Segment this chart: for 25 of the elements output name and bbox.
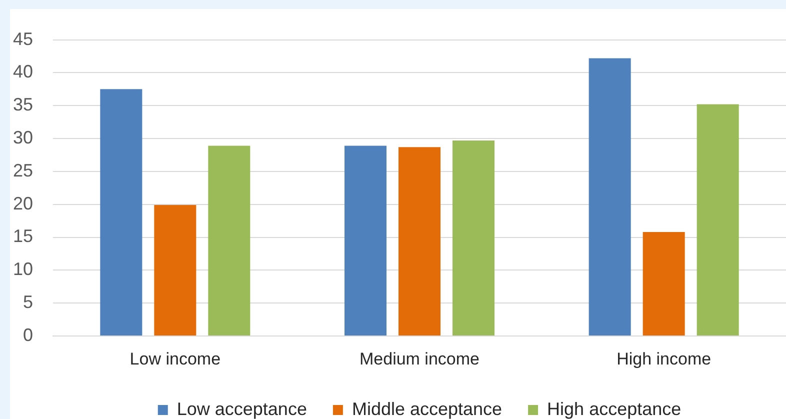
y-tick-label: 25 <box>12 160 33 180</box>
bar <box>642 232 685 336</box>
bar <box>100 89 142 336</box>
bar <box>696 104 739 336</box>
bar <box>588 58 631 336</box>
x-tick-label: Low income <box>130 349 221 368</box>
bar <box>398 147 441 336</box>
y-tick-label: 35 <box>12 94 33 115</box>
y-tick-label: 0 <box>22 324 33 345</box>
bar <box>208 146 250 336</box>
y-tick-label: 10 <box>12 259 33 280</box>
legend-label: High acceptance <box>547 398 682 419</box>
y-tick-label: 45 <box>12 28 33 49</box>
bar <box>452 140 495 336</box>
x-tick-label: Medium income <box>360 349 480 368</box>
y-tick-label: 20 <box>12 193 33 214</box>
legend-label: Low acceptance <box>176 398 307 419</box>
y-tick-label: 40 <box>12 62 33 82</box>
y-tick-label: 5 <box>22 292 33 312</box>
y-tick-label: 30 <box>12 128 33 148</box>
bar <box>154 205 196 336</box>
y-tick-label: 15 <box>12 226 33 246</box>
bar <box>344 146 387 336</box>
legend-label: Middle acceptance <box>352 398 502 419</box>
x-tick-label: High income <box>616 349 712 368</box>
